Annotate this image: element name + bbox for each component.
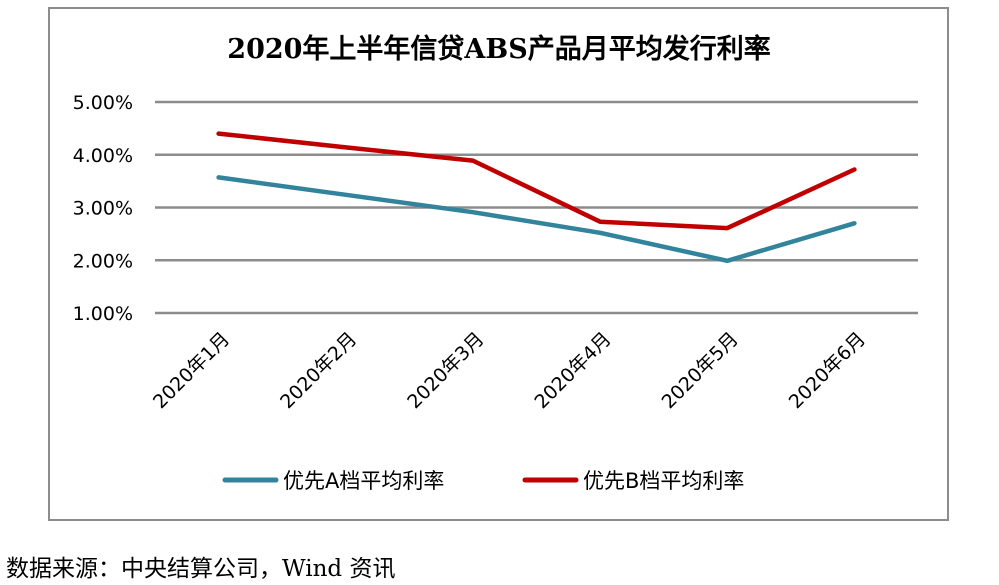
- gridlines: [155, 100, 918, 315]
- source-note: 数据来源：中央结算公司，Wind 资讯: [6, 556, 395, 582]
- series-line-1: [216, 175, 857, 264]
- chart-title: 2020年上半年信贷ABS产品月平均发行利率: [227, 33, 770, 65]
- y-axis-ticks: 1.00% 2.00% 3.00% 4.00% 5.00%: [73, 92, 133, 325]
- y-tick-label: 2.00%: [73, 250, 133, 272]
- legend: 优先A档平均利率 优先B档平均利率: [222, 469, 744, 493]
- series-lines: [216, 131, 857, 264]
- legend-label: 优先B档平均利率: [583, 469, 744, 493]
- chart-border: [48, 7, 949, 521]
- legend-item: 优先A档平均利率: [222, 469, 444, 493]
- y-tick-label: 5.00%: [73, 92, 133, 114]
- y-tick-label: 4.00%: [73, 145, 133, 167]
- legend-label: 优先A档平均利率: [283, 469, 444, 493]
- legend-item: 优先B档平均利率: [522, 469, 744, 493]
- y-tick-label: 3.00%: [73, 198, 133, 220]
- series-line-2: [216, 131, 857, 231]
- y-tick-label: 1.00%: [73, 303, 133, 325]
